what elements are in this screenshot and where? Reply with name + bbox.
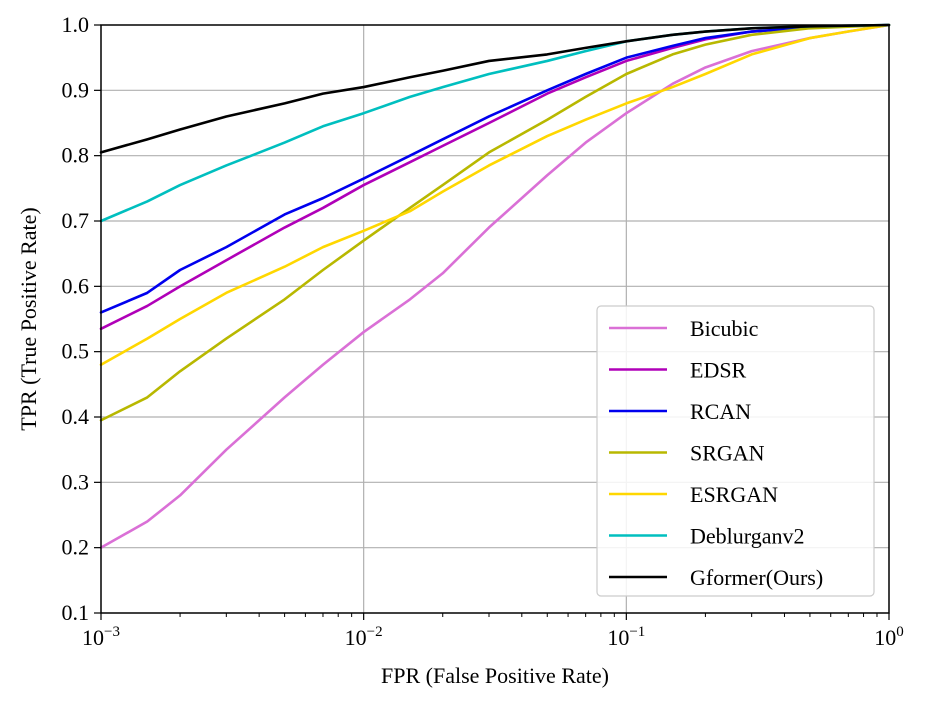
legend: Bicubic EDSR RCAN SRGAN ESRGAN Deblurganv2 Gfo…: [596, 305, 875, 597]
y-tick-label: 0.9: [62, 77, 90, 102]
series-lines: [99, 23, 891, 549]
series-line-gformer-ours: [99, 23, 891, 154]
legend-label-edsr: EDSR: [690, 358, 747, 383]
y-tick-label: 0.5: [62, 339, 90, 364]
y-tick-label: 0.7: [62, 208, 90, 233]
y-tick-label: 0.4: [62, 404, 90, 429]
series-line-esrgan: [99, 23, 891, 367]
series-line-edsr: [99, 23, 891, 331]
series-line-bicubic: [99, 23, 891, 549]
x-tick-label: 10−3: [82, 624, 120, 650]
legend-label-bicubic: Bicubic: [690, 316, 759, 341]
legend-label-gformer-ours: Gformer(Ours): [690, 565, 823, 590]
y-tick-label: 0.3: [62, 469, 90, 494]
y-axis-label: TPR (True Positive Rate): [16, 207, 41, 430]
legend-label-srgan: SRGAN: [690, 441, 765, 466]
y-tick-label: 0.1: [62, 600, 90, 625]
x-tick-label: 100: [874, 624, 904, 650]
y-tick-label: 1.0: [62, 12, 90, 37]
legend-box: [596, 305, 875, 597]
legend-label-esrgan: ESRGAN: [690, 482, 778, 507]
y-tick-label: 0.8: [62, 143, 90, 168]
legend-label-deblurganv2: Deblurganv2: [690, 524, 804, 549]
legend-label-rcan: RCAN: [690, 399, 751, 424]
tick-labels: 0.1 0.2 0.3 0.4 0.5 0.6 0.7 0.8 0.9 1.0 10−3 10−2 10…: [62, 12, 904, 650]
axis-ticks: [94, 24, 890, 620]
series-line-srgan: [99, 23, 891, 422]
x-axis-label: FPR (False Positive Rate): [381, 663, 609, 688]
series-line-rcan: [99, 23, 891, 314]
x-tick-label: 10−2: [345, 624, 383, 650]
y-tick-label: 0.6: [62, 273, 90, 298]
plot-frame: [100, 24, 890, 614]
x-tick-label: 10−1: [607, 624, 645, 650]
y-tick-label: 0.2: [62, 535, 90, 560]
series-line-deblurganv2: [99, 23, 891, 223]
